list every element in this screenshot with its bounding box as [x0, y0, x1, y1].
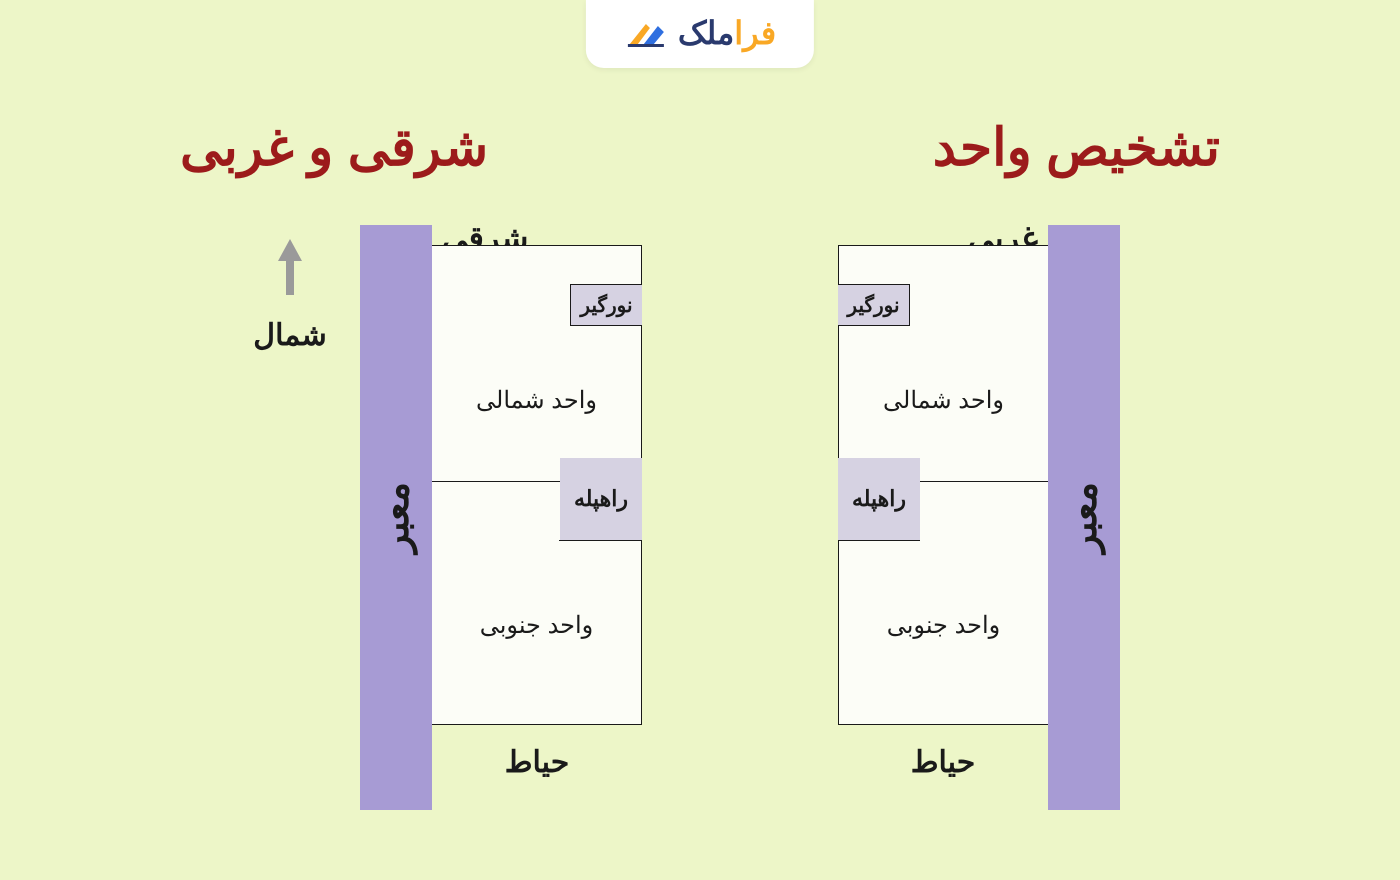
- north-indicator: شمال: [245, 235, 335, 353]
- yard-west: حیاط: [838, 745, 1048, 780]
- skylight-west: نورگیر: [838, 284, 910, 326]
- logo-badge: فراملک: [586, 0, 814, 68]
- skylight-east: نورگیر: [570, 284, 642, 326]
- divider-east: [432, 481, 560, 482]
- unit-south-east: واحد جنوبی: [432, 611, 641, 640]
- logo-mark-icon: [624, 14, 668, 52]
- stair-line-east: [559, 540, 641, 541]
- divider-west: [920, 481, 1048, 482]
- passage-east: معبر: [360, 225, 432, 810]
- heading-left: شرقی و غربی: [180, 118, 488, 178]
- passage-west: معبر: [1048, 225, 1120, 810]
- logo-text-navy: ملک: [678, 15, 734, 51]
- unit-north-east: واحد شمالی: [432, 386, 641, 415]
- passage-label: معبر: [374, 482, 418, 553]
- heading-right: تشخیص واحد: [933, 118, 1220, 178]
- plan-east: نورگیر واحد شمالی راهپله واحد جنوبی: [432, 245, 642, 725]
- plan-west: نورگیر واحد شمالی راهپله واحد جنوبی: [838, 245, 1048, 725]
- logo-text: فراملک: [678, 14, 776, 52]
- north-label: شمال: [245, 318, 335, 353]
- stair-west: راهپله: [838, 458, 920, 540]
- logo-text-orange: فرا: [734, 15, 776, 51]
- stair-line-west: [838, 540, 920, 541]
- north-arrow-icon: [270, 235, 310, 305]
- diagram-west: معبر غربی نورگیر واحد شمالی راهپله واحد …: [820, 225, 1120, 810]
- stair-east: راهپله: [560, 458, 642, 540]
- unit-south-west: واحد جنوبی: [839, 611, 1048, 640]
- passage-label: معبر: [1062, 482, 1106, 553]
- unit-north-west: واحد شمالی: [839, 386, 1048, 415]
- yard-east: حیاط: [432, 745, 642, 780]
- diagram-east: معبر شرقی نورگیر واحد شمالی راهپله واحد …: [360, 225, 660, 810]
